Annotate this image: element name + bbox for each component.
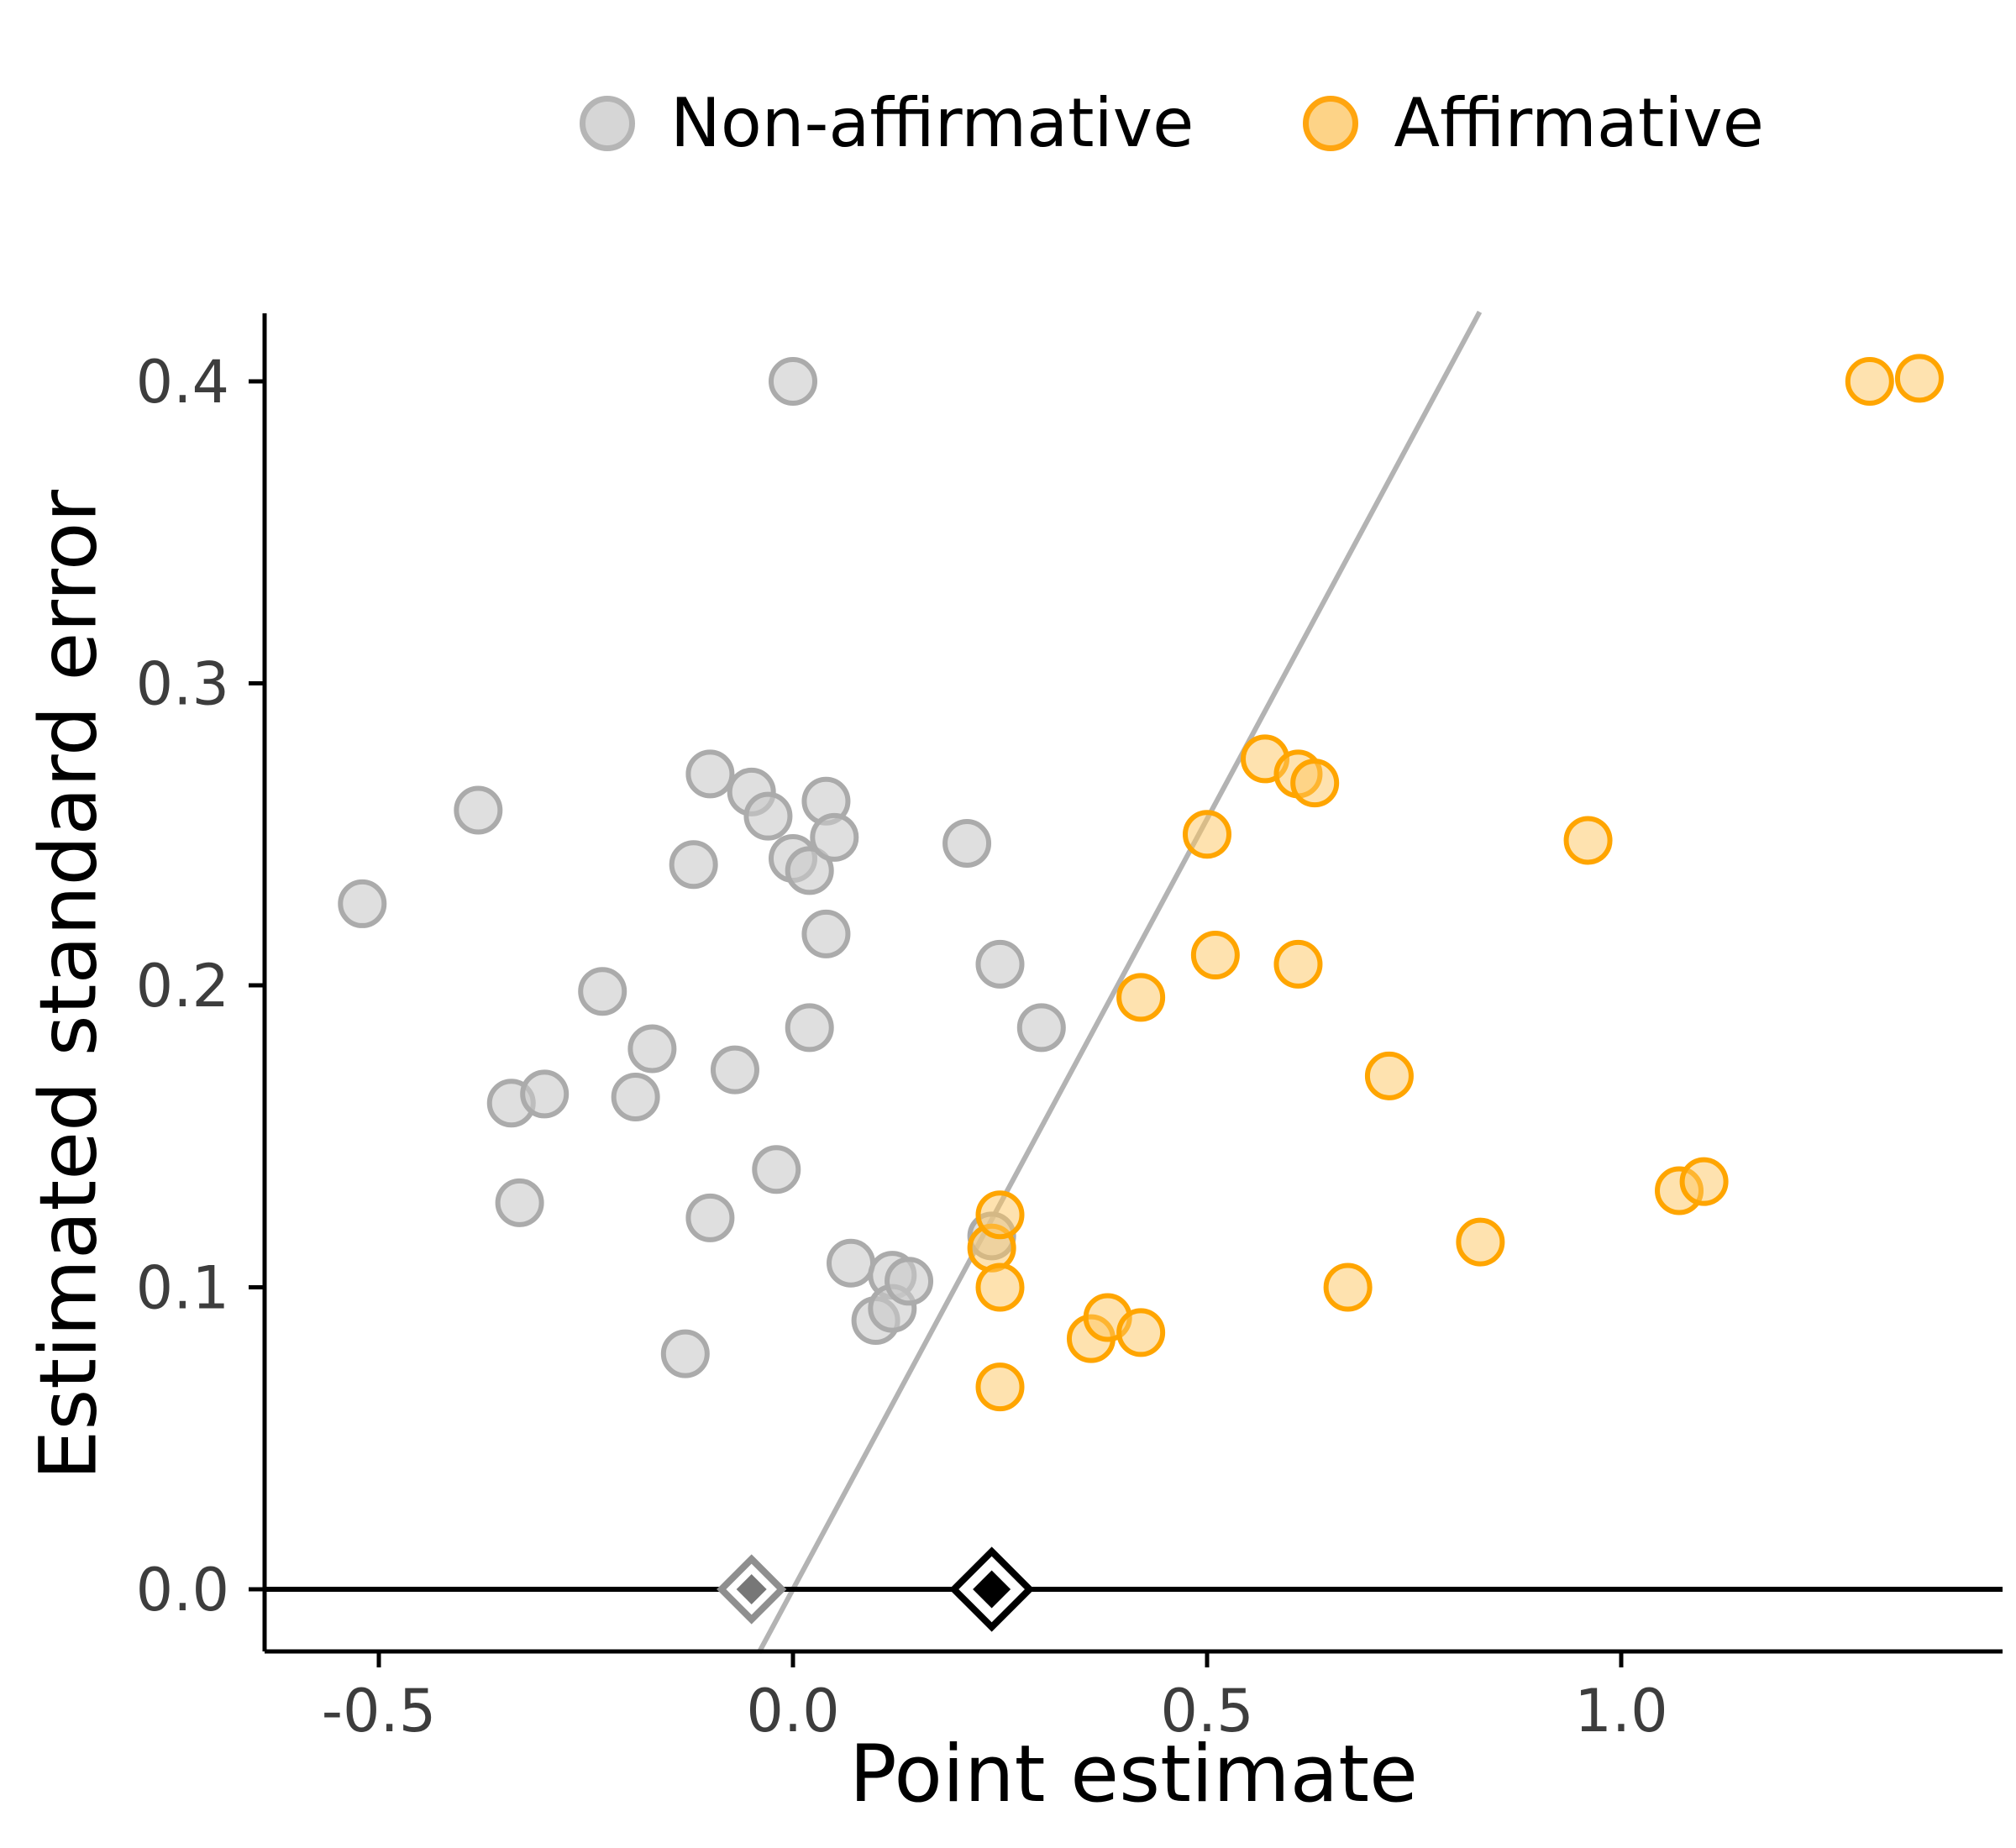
x-axis-title: Point estimate [849,1729,1418,1820]
data-point-affirmative [1845,357,1894,406]
y-tick-label: 0.1 [136,1254,229,1323]
legend-item-non-affirmative: Non-affirmative [580,84,1194,162]
data-point-affirmative [1273,939,1323,989]
data-point-non-affirmative [975,939,1025,989]
y-tick-label: 0.2 [136,952,229,1021]
data-point-non-affirmative [942,819,992,869]
data-point-non-affirmative [785,846,834,895]
data-point-non-affirmative [801,909,851,958]
data-point-affirmative [1116,973,1166,1022]
data-point-non-affirmative [1016,1003,1066,1053]
data-point-affirmative [1323,1263,1373,1312]
data-point-affirmative [1679,1157,1729,1206]
data-point-affirmative [1456,1217,1505,1267]
y-tick-label: 0.0 [136,1556,229,1625]
data-point-non-affirmative [578,967,627,1016]
legend: Non-affirmative Affirmative [580,84,1764,162]
legend-label-non-affirmative: Non-affirmative [670,84,1194,162]
x-tick-label: -0.5 [322,1677,437,1746]
data-point-non-affirmative [520,1069,570,1119]
data-point-non-affirmative [627,1024,677,1074]
data-point-non-affirmative [685,749,735,799]
data-point-non-affirmative [827,1238,876,1288]
data-point-non-affirmative [611,1073,660,1122]
y-axis-title: Estimated standard error [23,489,115,1481]
data-point-affirmative [1116,1308,1166,1357]
x-tick-label: 0.5 [1160,1677,1253,1746]
data-point-non-affirmative [810,812,859,862]
data-point-affirmative [1563,816,1613,865]
legend-label-affirmative: Affirmative [1394,84,1764,162]
data-point-affirmative [1190,931,1240,980]
data-point-non-affirmative [769,357,817,406]
data-point-non-affirmative [785,1003,834,1053]
data-point-non-affirmative [752,1145,801,1194]
data-point-non-affirmative [660,1329,710,1378]
data-point-affirmative [1183,810,1231,859]
affirmative-diamond-core [973,1570,1011,1609]
affirmative-swatch-icon [1303,95,1359,151]
data-point-affirmative [975,1362,1025,1412]
non-affirmative-swatch-icon [580,95,635,151]
data-point-affirmative [975,1263,1025,1312]
data-point-non-affirmative [669,840,718,890]
x-tick-label: 1.0 [1574,1677,1667,1746]
x-tick-label: 0.0 [746,1677,839,1746]
y-tick-label: 0.4 [136,348,229,417]
data-point-non-affirmative [454,785,503,835]
data-point-affirmative [1290,759,1340,808]
data-point-affirmative [1364,1051,1414,1100]
data-point-affirmative [975,1190,1025,1240]
data-point-non-affirmative [743,791,793,841]
data-point-non-affirmative [685,1193,735,1242]
data-point-non-affirmative [710,1045,759,1095]
data-point-non-affirmative [338,879,387,928]
non-affirmative-diamond-core [736,1574,767,1604]
data-point-affirmative [1894,354,1944,403]
data-point-non-affirmative [885,1257,934,1306]
y-tick-label: 0.3 [136,650,229,719]
significance-boundary-line [756,310,1483,1654]
data-point-non-affirmative [495,1178,544,1227]
legend-item-affirmative: Affirmative [1303,84,1764,162]
